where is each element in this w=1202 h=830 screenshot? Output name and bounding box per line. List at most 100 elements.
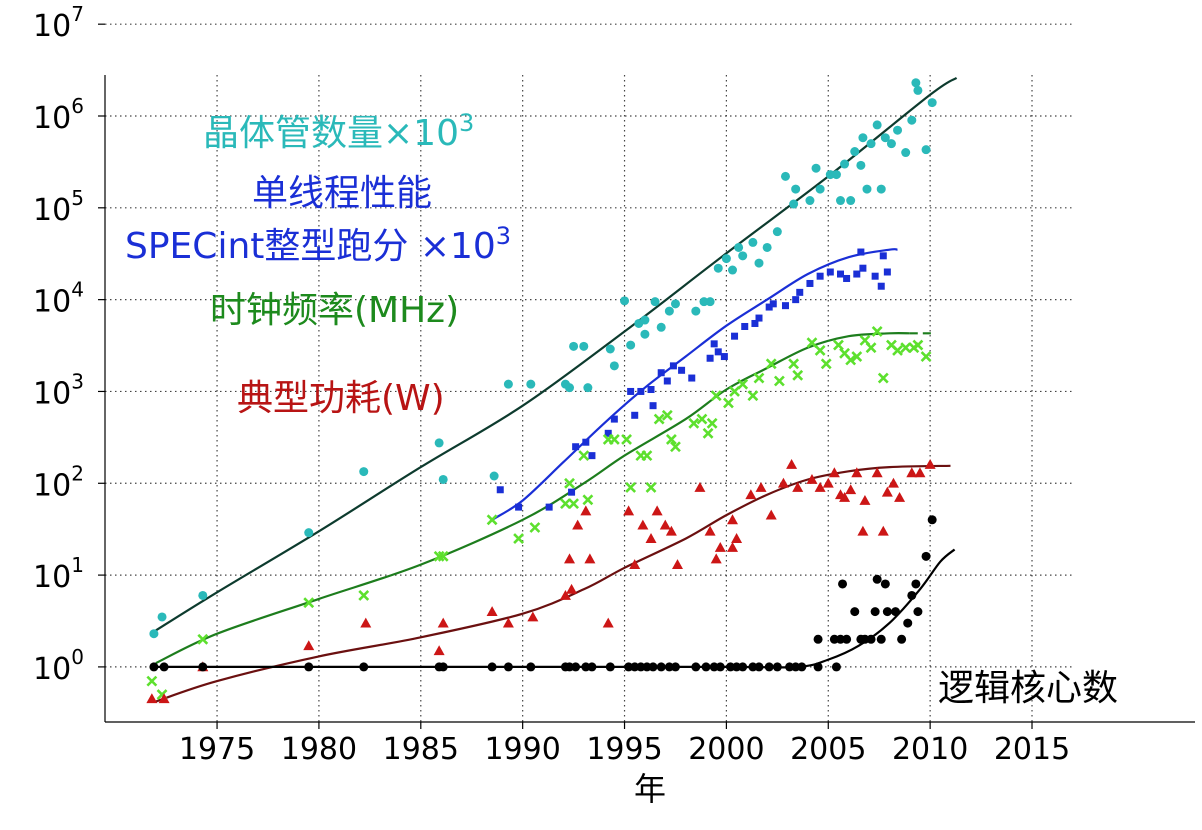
point-transistors-33: [738, 251, 748, 261]
legend-label-frequency: 时钟频率(MHz): [210, 290, 459, 331]
point-typical-power-10: [559, 589, 571, 600]
point-typical-power-40: [822, 477, 834, 488]
point-single-thread-perf-6: [588, 452, 596, 460]
point-single-thread-perf-38: [857, 248, 865, 256]
point-typical-power-8: [502, 617, 514, 628]
series-single-thread-perf: [496, 248, 891, 511]
point-transistors-51: [858, 133, 868, 143]
point-clock-frequency-42: [820, 358, 832, 370]
point-clock-frequency-27: [696, 413, 708, 425]
legend-label-transistors: 晶体管数量×103: [203, 109, 474, 154]
point-single-thread-perf-34: [826, 268, 834, 276]
point-clock-frequency-11: [564, 477, 575, 489]
point-single-thread-perf-36: [843, 274, 851, 282]
point-typical-power-46: [857, 525, 869, 536]
point-logical-cores-55: [897, 634, 907, 644]
point-logical-cores-61: [927, 515, 937, 525]
point-single-thread-perf-21: [714, 348, 722, 356]
point-single-thread-perf-23: [731, 332, 739, 340]
point-typical-power-33: [755, 481, 767, 492]
point-transistors-25: [670, 299, 680, 309]
point-typical-power-45: [851, 467, 863, 478]
point-typical-power-17: [623, 505, 635, 516]
point-clock-frequency-34: [747, 390, 759, 402]
point-transistors-42: [811, 163, 821, 173]
point-clock-frequency-0: [146, 675, 158, 687]
point-logical-cores-45: [850, 607, 860, 617]
point-clock-frequency-29: [706, 417, 718, 429]
point-logical-cores-41: [831, 662, 841, 672]
point-transistors-4: [359, 467, 369, 477]
point-logical-cores-6: [438, 662, 448, 672]
point-clock-frequency-33: [737, 378, 749, 390]
point-typical-power-30: [727, 541, 739, 552]
point-single-thread-perf-9: [627, 387, 635, 395]
point-single-thread-perf-43: [883, 268, 891, 276]
point-typical-power-55: [924, 459, 936, 469]
point-logical-cores-15: [605, 662, 615, 672]
point-clock-frequency-26: [688, 417, 700, 429]
point-transistors-16: [609, 361, 619, 371]
point-logical-cores-14: [587, 662, 597, 672]
point-clock-frequency-23: [661, 409, 673, 421]
point-single-thread-perf-42: [879, 252, 887, 260]
point-single-thread-perf-29: [781, 302, 789, 310]
point-logical-cores-58: [911, 579, 921, 589]
point-logical-cores-34: [772, 662, 782, 672]
point-logical-cores-50: [872, 574, 882, 584]
y-tick-label-2: 102: [33, 461, 84, 503]
point-transistors-48: [846, 196, 856, 206]
point-transistors-9: [526, 379, 536, 389]
point-logical-cores-43: [838, 579, 848, 589]
point-transistors-41: [805, 196, 815, 206]
point-typical-power-53: [906, 467, 918, 478]
point-transistors-20: [640, 329, 650, 339]
point-transistors-18: [626, 340, 636, 350]
point-clock-frequency-56: [920, 351, 932, 362]
legend-label-single-thread: 单线程性能: [252, 173, 432, 214]
point-logical-cores-8: [503, 662, 513, 672]
point-logical-cores-12: [571, 662, 581, 672]
point-transistors-23: [656, 322, 666, 332]
point-single-thread-perf-5: [582, 438, 590, 446]
point-clock-frequency-7: [486, 514, 498, 526]
point-typical-power-36: [786, 459, 798, 469]
point-typical-power-29: [727, 514, 739, 525]
point-single-thread-perf-39: [859, 264, 867, 272]
point-typical-power-21: [651, 505, 663, 516]
point-transistors-37: [772, 227, 782, 237]
point-logical-cores-49: [870, 607, 880, 617]
point-single-thread-perf-25: [751, 319, 759, 327]
point-clock-frequency-53: [900, 342, 912, 354]
point-single-thread-perf-33: [816, 272, 824, 280]
point-clock-frequency-5: [433, 550, 445, 562]
point-single-thread-perf-17: [678, 366, 686, 374]
point-clock-frequency-38: [788, 358, 800, 370]
point-transistors-52: [862, 184, 872, 194]
point-single-thread-perf-2: [545, 503, 553, 511]
point-clock-frequency-3: [303, 597, 315, 609]
point-typical-power-47: [859, 494, 871, 505]
point-clock-frequency-32: [729, 386, 740, 397]
point-transistors-2: [198, 590, 208, 600]
point-transistors-0: [149, 629, 159, 639]
point-logical-cores-54: [891, 607, 901, 617]
point-logical-cores-3: [304, 662, 314, 672]
point-transistors-8: [503, 379, 513, 389]
point-logical-cores-20: [648, 662, 658, 672]
point-typical-power-0: [146, 693, 158, 704]
point-single-thread-perf-28: [769, 300, 777, 308]
series-logical-cores: [149, 515, 937, 672]
point-single-thread-perf-41: [877, 282, 885, 290]
point-typical-power-7: [486, 606, 498, 617]
point-transistors-17: [620, 296, 630, 306]
point-clock-frequency-55: [912, 339, 924, 351]
point-single-thread-perf-10: [631, 411, 639, 419]
point-logical-cores-7: [487, 662, 497, 672]
point-logical-cores-51: [876, 634, 886, 644]
point-clock-frequency-12: [568, 498, 580, 510]
point-clock-frequency-45: [845, 354, 857, 366]
trend-line-single-thread-perf: [491, 248, 898, 521]
y-tick-label-5: 105: [33, 186, 84, 228]
point-typical-power-49: [877, 525, 889, 536]
